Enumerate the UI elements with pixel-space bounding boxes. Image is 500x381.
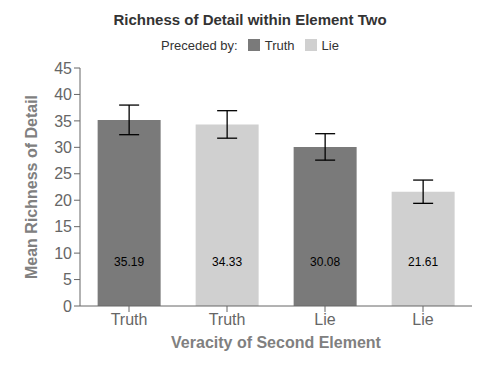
svg-text:10: 10 bbox=[54, 245, 72, 262]
html-text:Lie: Lie bbox=[321, 37, 339, 53]
svg-text:25: 25 bbox=[54, 165, 72, 182]
svg-text:Lie: Lie bbox=[412, 311, 433, 328]
svg-text:40: 40 bbox=[54, 86, 72, 103]
svg-text:21.61: 21.61 bbox=[408, 255, 438, 269]
html-text:Preceded by:: Preceded by: bbox=[161, 37, 238, 53]
svg-text:5: 5 bbox=[63, 271, 72, 288]
svg-text:Veracity of Second Element: Veracity of Second Element bbox=[171, 334, 382, 351]
svg-text:15: 15 bbox=[54, 218, 72, 235]
svg-text:35: 35 bbox=[54, 113, 72, 130]
svg-text:45: 45 bbox=[54, 60, 72, 77]
svg-text:34.33: 34.33 bbox=[212, 255, 242, 269]
svg-text:Truth: Truth bbox=[209, 311, 246, 328]
svg-text:35.19: 35.19 bbox=[114, 255, 144, 269]
html-text:Truth: Truth bbox=[264, 37, 295, 53]
svg-text:Truth: Truth bbox=[111, 311, 148, 328]
svg-text:20: 20 bbox=[54, 192, 72, 209]
svg-text:0: 0 bbox=[63, 298, 72, 315]
svg-text:30: 30 bbox=[54, 139, 72, 156]
svg-text:Mean Richness of Detail: Mean Richness of Detail bbox=[23, 95, 40, 279]
html-text:Richness of Detail within Elem: Richness of Detail within Element Two bbox=[113, 11, 387, 28]
svg-text:Lie: Lie bbox=[314, 311, 335, 328]
svg-text:30.08: 30.08 bbox=[310, 255, 340, 269]
